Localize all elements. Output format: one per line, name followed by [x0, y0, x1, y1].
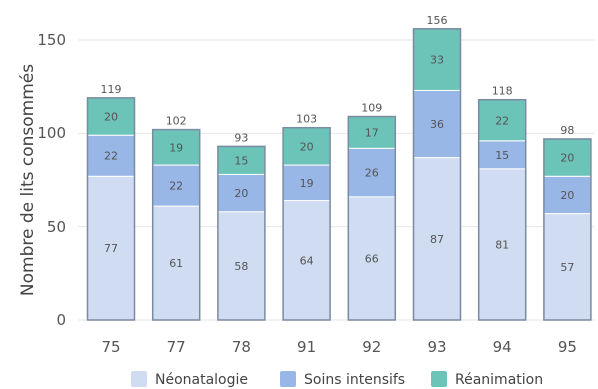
- y-tick-label: 50: [47, 218, 66, 236]
- x-tick-label: 78: [232, 338, 251, 356]
- legend-swatch-reanimation: [431, 371, 447, 387]
- bar-segment: [152, 164, 201, 207]
- total-label: 118: [492, 85, 513, 98]
- data-label: 20: [234, 187, 248, 200]
- data-label: 15: [495, 149, 509, 162]
- data-label: 66: [365, 252, 379, 265]
- data-label: 36: [430, 118, 444, 131]
- data-label: 33: [430, 54, 444, 67]
- total-label: 98: [560, 124, 574, 137]
- data-label: 77: [104, 242, 118, 255]
- data-label: 61: [169, 257, 183, 270]
- bar-segment: [478, 99, 527, 142]
- y-tick-label: 150: [37, 31, 66, 49]
- data-label: 26: [365, 167, 379, 180]
- bar-outline: [86, 97, 136, 321]
- data-label: 57: [560, 261, 574, 274]
- data-label: 19: [300, 177, 314, 190]
- y-axis-label: Nombre de lits consommés: [18, 64, 38, 296]
- y-tick-label: 100: [37, 124, 66, 142]
- data-label: 22: [495, 114, 509, 127]
- x-tick-label: 94: [493, 338, 512, 356]
- data-label: 20: [560, 152, 574, 165]
- bars-layer: 77 22 20 119 61 22 19 102 58 20 15 93 64 19 20 103 66 26 1…: [86, 14, 592, 321]
- bar-segment: [87, 175, 135, 321]
- bar-outline: [543, 138, 592, 321]
- total-label: 93: [234, 131, 248, 144]
- bar-outline: [477, 98, 527, 321]
- total-label: 103: [296, 113, 317, 126]
- bar-outline: [347, 115, 397, 321]
- bar-outline: [412, 28, 462, 321]
- data-label: 20: [104, 111, 118, 124]
- data-label: 20: [560, 189, 574, 202]
- bar-segment: [87, 134, 135, 177]
- legend: Néonatalogie Soins intensifs Réanimation: [131, 371, 543, 388]
- data-label: 19: [169, 141, 183, 154]
- x-tick-label: 75: [101, 338, 120, 356]
- data-label: 22: [169, 180, 183, 193]
- x-tick-label: 91: [297, 338, 316, 356]
- data-label: 64: [300, 254, 314, 267]
- bar-segment: [282, 164, 331, 202]
- data-label: 17: [365, 126, 379, 139]
- x-tick-label: 95: [558, 338, 577, 356]
- x-tick-label: 92: [362, 338, 381, 356]
- data-label: 81: [495, 238, 509, 251]
- y-axis-ticks: 0 50 100 150: [37, 31, 66, 329]
- x-tick-label: 77: [167, 338, 186, 356]
- data-label: 20: [300, 140, 314, 153]
- data-label: 15: [234, 154, 248, 167]
- legend-swatch-neonatalogie: [131, 371, 147, 387]
- data-label: 58: [234, 260, 248, 273]
- legend-swatch-soins-intensifs: [280, 371, 296, 387]
- x-tick-label: 93: [427, 338, 446, 356]
- bar-segment: [282, 127, 331, 166]
- bar-segment: [413, 157, 461, 321]
- x-axis-ticks: 75 77 78 91 92 93 94 95: [101, 338, 576, 356]
- y-tick-label: 0: [56, 311, 66, 329]
- legend-label-neonatalogie: Néonatalogie: [155, 372, 248, 388]
- data-label: 87: [430, 233, 444, 246]
- total-label: 156: [427, 14, 448, 27]
- total-label: 119: [101, 83, 122, 96]
- total-label: 102: [166, 115, 187, 128]
- bar-outline: [217, 145, 266, 321]
- bar-outline: [282, 126, 331, 321]
- bar-segment: [347, 116, 396, 149]
- bar-segment: [543, 138, 592, 177]
- data-label: 22: [104, 150, 118, 163]
- legend-label-reanimation: Réanimation: [455, 372, 543, 388]
- bar-outline: [151, 128, 201, 321]
- total-label: 109: [361, 102, 382, 115]
- legend-label-soins-intensifs: Soins intensifs: [304, 372, 405, 388]
- bar-segment: [543, 213, 592, 321]
